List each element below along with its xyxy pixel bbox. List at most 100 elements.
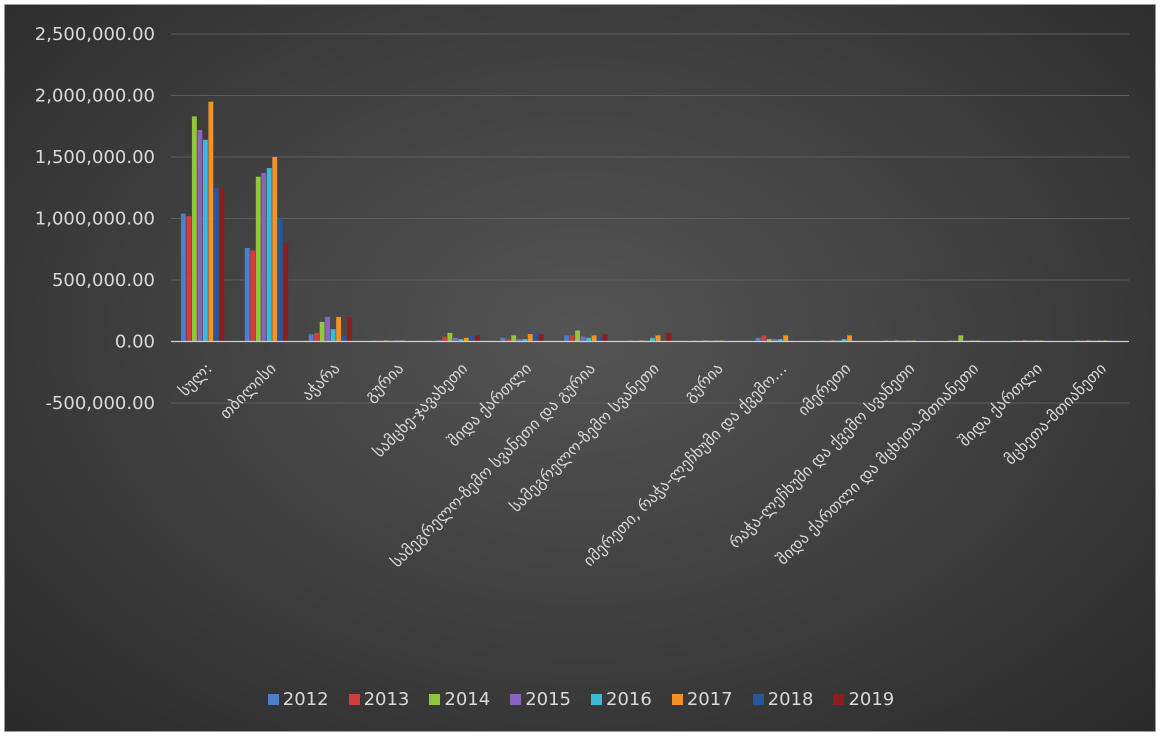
bar-2019-1 [283,243,289,342]
bar-2012-5 [500,337,506,342]
bar-2016-10 [841,339,847,342]
y-tick-label: 1,000,000.00 [35,209,155,230]
bar-2016-9 [777,339,783,342]
bar-2016-0 [202,139,208,342]
bar-2012-4 [436,340,442,342]
bar-2017-0 [208,101,214,342]
bar-2017-4 [463,337,469,342]
bar-2016-7 [650,337,655,342]
bar-2015-9 [772,339,778,342]
legend-label: 2016 [606,689,652,710]
bar-2019-7 [666,332,672,342]
bar-2017-6 [591,335,597,342]
bar-2018-2 [341,335,347,342]
bar-2013-1 [250,250,256,342]
bar-2016-2 [330,329,336,342]
legend-item-2018: 2018 [752,689,814,710]
bar-2016-5 [522,339,528,342]
bar-2018-9 [788,340,794,342]
bar-2016-1 [266,168,272,342]
gridlines [171,33,1129,404]
legend-label: 2014 [444,689,491,710]
x-tick-label: თბილისი [216,359,280,423]
bar-2013-5 [505,339,511,342]
bar-2019-4 [474,335,480,342]
bar-2017-5 [527,334,533,342]
legend-label: 2019 [848,689,895,710]
legend-label: 2012 [282,689,329,710]
legend-swatch [833,694,845,705]
bar-2013-9 [761,335,767,342]
legend-item-2012: 2012 [267,689,329,710]
bar-2015-6 [580,336,586,342]
x-tick-label: სულ: [175,359,216,400]
bar-2012-0 [180,213,186,342]
bar-2017-9 [783,335,789,342]
bar-2013-6 [569,335,575,342]
legend: 2012 2013 2014 2015 2016 2017 2018 2019 [5,689,1155,710]
bars [180,101,1119,342]
legend-label: 2017 [686,689,733,710]
bar-2015-2 [325,316,331,342]
bar-2013-2 [314,332,320,342]
y-tick-label: 1,500,000.00 [35,147,155,168]
legend-label: 2018 [767,689,814,710]
y-axis-labels: 2,500,000.00 2,000,000.00 1,500,000.00 1,00… [35,24,155,414]
bar-2014-5 [511,335,517,342]
bar-2017-1 [272,157,278,342]
legend-label: 2013 [363,689,410,710]
bar-2017-2 [336,316,342,342]
bar-2012-2 [308,334,314,342]
y-tick-label: 0.00 [115,332,155,353]
legend-swatch [671,694,683,705]
bar-2016-4 [458,339,464,342]
x-tick-label: აჭარა [298,359,344,405]
bar-2015-1 [261,172,267,342]
bar-2018-1 [277,217,283,342]
bar-2013-0 [186,216,192,342]
y-tick-label: 2,500,000.00 [35,24,155,45]
legend-label: 2015 [525,689,571,710]
legend-item-2019: 2019 [833,689,894,710]
bar-2012-1 [244,248,250,342]
bar-2014-1 [255,176,261,342]
bar-2014-4 [447,332,453,342]
legend-item-2016: 2016 [591,689,652,710]
bar-2018-5 [533,332,539,342]
bar-2015-4 [452,337,458,342]
y-tick-label: 2,000,000.00 [35,86,155,107]
y-tick-label: -500,000.00 [45,393,155,414]
bar-2014-2 [319,321,325,342]
bar-2012-9 [755,337,761,342]
bar-2017-10 [847,335,852,342]
y-tick-label: 500,000.00 [52,270,155,291]
bar-2018-4 [469,335,475,342]
legend-item-2015: 2015 [510,689,571,710]
legend-swatch [510,694,522,705]
bar-2019-5 [538,334,544,342]
bar-2014-9 [766,339,772,342]
bar-2017-7 [655,335,661,342]
bar-2019-2 [347,316,353,342]
bar-2015-5 [516,339,522,342]
bar-2013-4 [441,336,447,342]
legend-swatch [348,694,360,705]
legend-swatch [267,694,279,705]
chart-svg: 2,500,000.00 2,000,000.00 1,500,000.00 1,00… [35,24,1129,571]
legend-item-2013: 2013 [348,689,410,710]
bar-2019-0 [219,187,225,342]
bar-2016-6 [586,337,592,342]
bar-2014-12 [958,335,964,342]
legend-item-2017: 2017 [671,689,733,710]
bar-2012-6 [564,335,570,342]
bar-2019-6 [602,334,608,342]
legend-swatch [752,694,764,705]
x-tick-label: გურია [680,359,727,406]
bar-2018-6 [597,337,603,342]
bar-2014-6 [575,330,581,342]
chart-area: 2,500,000.00 2,000,000.00 1,500,000.00 1,00… [4,4,1156,732]
bar-2015-0 [197,129,203,342]
bar-2019-9 [794,340,800,342]
x-tick-label: იმერეთი [794,359,855,420]
legend-swatch [591,694,602,705]
